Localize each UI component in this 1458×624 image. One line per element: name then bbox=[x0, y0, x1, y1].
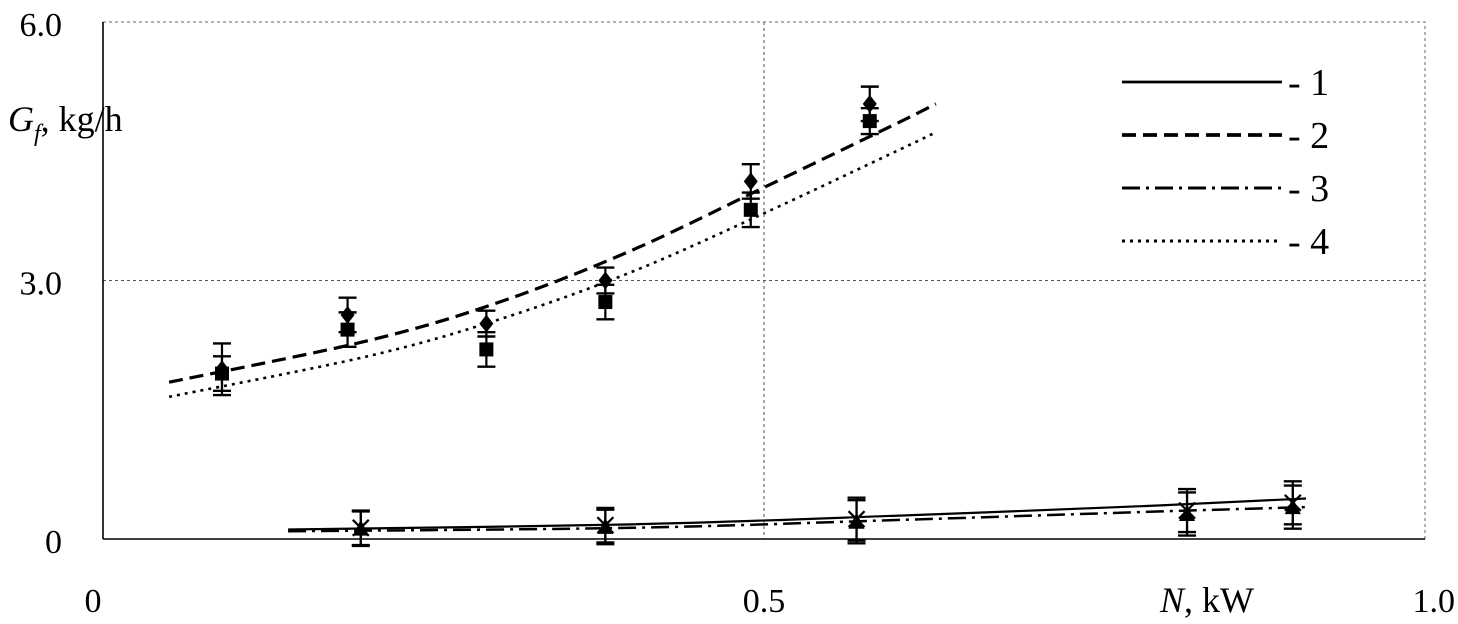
y-axis-title: Gf, kg/h bbox=[8, 99, 123, 147]
data-point-square bbox=[860, 106, 879, 136]
data-point-cross bbox=[1283, 480, 1302, 526]
y-tick-label: 3.0 bbox=[20, 266, 63, 303]
data-point-square bbox=[338, 311, 357, 349]
data-point-square bbox=[596, 283, 615, 321]
data-point-cross bbox=[1178, 487, 1197, 534]
data-point-square bbox=[477, 331, 496, 368]
y-tick-label: 6.0 bbox=[20, 7, 63, 44]
x-axis-title: N, kW bbox=[1159, 580, 1254, 620]
x-axis-unit: , kW bbox=[1184, 580, 1254, 620]
y-axis-sub: f bbox=[34, 121, 44, 147]
square-marker bbox=[862, 114, 877, 129]
fit-curve-solid bbox=[288, 497, 1307, 531]
legend-label: - 1 bbox=[1288, 62, 1329, 104]
y-axis-unit: , kg/h bbox=[41, 99, 123, 139]
square-marker bbox=[598, 295, 613, 310]
x-tick-label: 0 bbox=[85, 583, 102, 620]
axis-layer: 0 3.0 6.0 0 0.5 1.0 bbox=[20, 7, 1456, 620]
y-axis-var: G bbox=[8, 99, 34, 139]
data-point-square bbox=[212, 355, 231, 392]
cross-marker-b bbox=[352, 519, 370, 537]
cross-marker-b bbox=[596, 516, 615, 534]
cross-marker-b bbox=[847, 510, 866, 528]
fit-curve-dashed bbox=[168, 102, 937, 384]
cross-marker-b bbox=[1178, 501, 1196, 520]
data-point-cross bbox=[847, 496, 866, 542]
legend-label: - 4 bbox=[1288, 221, 1329, 263]
fit-curve-dotted bbox=[168, 131, 937, 399]
x-axis-var: N bbox=[1159, 580, 1186, 620]
square-marker bbox=[340, 322, 355, 337]
square-marker bbox=[479, 342, 494, 357]
marker-layer bbox=[212, 85, 1302, 548]
cross-marker-b bbox=[1284, 494, 1302, 512]
y-tick-label: 0 bbox=[45, 524, 62, 561]
x-tick-label: 1.0 bbox=[1413, 583, 1456, 620]
data-point-cross bbox=[596, 506, 615, 544]
square-marker bbox=[743, 202, 758, 217]
diamond-marker bbox=[479, 314, 494, 333]
legend-label: - 3 bbox=[1288, 168, 1329, 210]
legend-label: - 2 bbox=[1288, 115, 1329, 157]
x-tick-label: 0.5 bbox=[743, 583, 786, 620]
diamond-marker bbox=[743, 172, 758, 191]
grid-layer bbox=[102, 21, 1426, 540]
square-marker bbox=[214, 366, 229, 381]
data-point-square bbox=[741, 191, 760, 229]
legend: - 1 - 2 - 3 - 4 bbox=[1122, 62, 1329, 263]
curve-layer bbox=[168, 102, 1307, 533]
